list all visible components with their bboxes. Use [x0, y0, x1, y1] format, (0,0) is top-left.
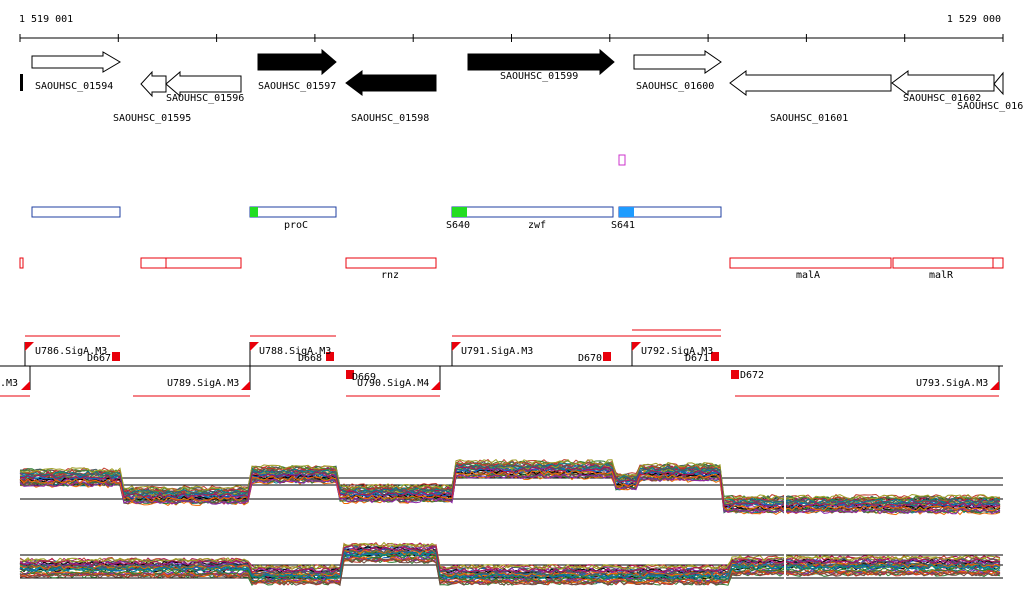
segment-track: U786.SigA.M3 D667 U788.SigA.M3 D668 U791…: [0, 329, 1003, 397]
S641-label: S641: [611, 220, 635, 231]
segment-D672[interactable]: D672: [740, 370, 764, 381]
blue-feature-proC[interactable]: [249, 206, 337, 218]
expression-trace: [19, 546, 1001, 574]
red-feature-rnz[interactable]: [345, 257, 437, 269]
gene-arrow-01595[interactable]: [140, 70, 167, 98]
expression-trace: [19, 557, 1001, 586]
segment-U792[interactable]: U792.SigA.M3: [641, 346, 713, 357]
proC-label: proC: [284, 220, 308, 231]
gene-label-01595: SAOUHSC_01595: [113, 113, 191, 124]
red-feature-malA[interactable]: [729, 257, 892, 269]
segment-U788[interactable]: U788.SigA.M3: [259, 346, 331, 357]
expression-trace: [19, 464, 1001, 506]
segment-U790[interactable]: U790.SigA.M4: [357, 378, 429, 389]
segment-left-partial[interactable]: .M3: [0, 378, 18, 389]
gene-label-01600: SAOUHSC_01600: [636, 81, 714, 92]
expression-trace: [19, 545, 1001, 574]
red-feature-malR[interactable]: [892, 257, 1004, 269]
expression-trace: [19, 473, 1001, 515]
malA-label: malA: [796, 270, 820, 281]
start-site-marker: [452, 207, 467, 217]
gene-label-01597: SAOUHSC_01597: [258, 81, 336, 92]
gene-label-01594: SAOUHSC_01594: [35, 81, 113, 92]
red-feature-1[interactable]: [140, 257, 242, 269]
red-annotation-track: rnz malA malR: [19, 257, 1004, 281]
start-site-marker-cyan: [619, 207, 634, 217]
start-site-marker: [250, 207, 258, 217]
malR-label: malR: [929, 270, 954, 281]
expression-trace: [19, 549, 1001, 578]
expression-trace: [19, 466, 1001, 508]
gene-label-016xx: SAOUHSC_016: [957, 101, 1023, 112]
gene-arrow-01598[interactable]: [345, 70, 437, 96]
gene-label-01596: SAOUHSC_01596: [166, 93, 244, 104]
gene-arrow-016xx[interactable]: [993, 71, 1004, 96]
coordinate-axis: 1 519 001 1 529 000: [19, 14, 1004, 42]
expression-trace: [19, 458, 1000, 501]
expression-trace: [19, 461, 1001, 503]
segment-D669[interactable]: D669: [352, 372, 376, 383]
gene-label-01598: SAOUHSC_01598: [351, 113, 429, 124]
gene-arrow-01596[interactable]: [165, 70, 242, 98]
gene-track: SAOUHSC_01594 SAOUHSC_01595 SAOUHSC_0159…: [20, 48, 1023, 124]
segment-D670[interactable]: D670: [578, 353, 602, 364]
gene-arrow-01600[interactable]: [633, 50, 722, 74]
segment-U789[interactable]: U789.SigA.M3: [167, 378, 239, 389]
segment-D667[interactable]: D667: [87, 353, 111, 364]
axis-end-label: 1 529 000: [947, 14, 1001, 25]
blue-feature-3[interactable]: [618, 206, 722, 218]
expression-profile-forward: [19, 458, 1003, 516]
segment-D668[interactable]: D668: [298, 353, 322, 364]
gene-arrow-01599[interactable]: [467, 48, 615, 76]
expression-trace: [19, 557, 1001, 587]
blue-feature-zwf[interactable]: [451, 206, 614, 218]
blue-annotation-track: proC S640 zwf S641: [31, 206, 722, 231]
gene-arrow-01597[interactable]: [257, 48, 337, 76]
segment-U791[interactable]: U791.SigA.M3: [461, 346, 533, 357]
rnz-label: rnz: [381, 270, 399, 281]
segment-U786[interactable]: U786.SigA.M3: [35, 346, 107, 357]
segment-U793[interactable]: U793.SigA.M3: [916, 378, 988, 389]
gene-arrow-01601[interactable]: [729, 70, 892, 96]
S640-label: S640: [446, 220, 470, 231]
expression-trace: [19, 551, 1001, 580]
feature-marker[interactable]: [618, 154, 626, 166]
segment-D671[interactable]: D671: [685, 353, 709, 364]
expression-trace: [19, 470, 1001, 512]
expression-trace: [19, 541, 1001, 571]
axis-start-label: 1 519 001: [19, 14, 73, 25]
expression-profile-reverse: [19, 541, 1003, 587]
gene-label-01602: SAOUHSC_01602: [903, 93, 981, 104]
gene-arrow-01594[interactable]: [31, 51, 121, 73]
zwf-label: zwf: [528, 220, 546, 231]
expression-trace: [19, 545, 1001, 574]
gene-label-01601: SAOUHSC_01601: [770, 113, 848, 124]
expression-trace: [19, 542, 1001, 571]
gene-arrow-01602[interactable]: [891, 70, 995, 96]
blue-feature-1[interactable]: [31, 206, 121, 218]
gene-label-01599: SAOUHSC_01599: [500, 71, 578, 82]
expression-trace: [19, 553, 1001, 582]
